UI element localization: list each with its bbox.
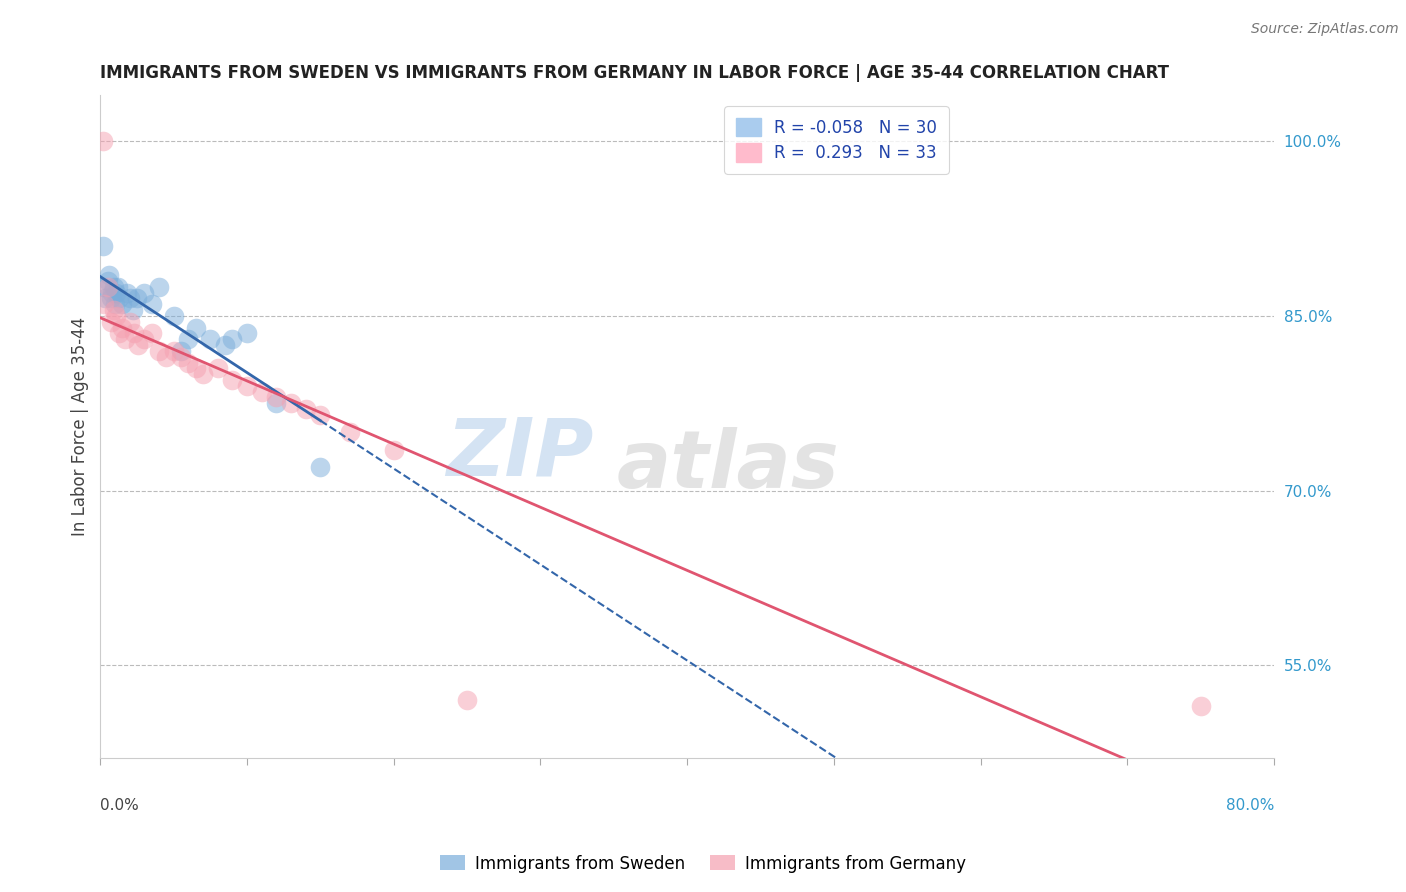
Point <box>115 285 138 300</box>
Point <box>125 292 148 306</box>
Point <box>105 285 128 300</box>
Point <box>177 332 200 346</box>
Point <box>148 343 170 358</box>
Point <box>221 332 243 346</box>
Point <box>207 361 229 376</box>
Y-axis label: In Labor Force | Age 35-44: In Labor Force | Age 35-44 <box>72 317 89 536</box>
Point <box>155 350 177 364</box>
Point <box>184 320 207 334</box>
Point <box>111 320 134 334</box>
Point <box>148 280 170 294</box>
Point <box>163 309 186 323</box>
Point <box>107 280 129 294</box>
Point <box>100 315 122 329</box>
Point <box>294 402 316 417</box>
Text: atlas: atlas <box>617 427 839 506</box>
Legend: Immigrants from Sweden, Immigrants from Germany: Immigrants from Sweden, Immigrants from … <box>433 848 973 880</box>
Point <box>134 332 156 346</box>
Legend: R = -0.058   N = 30, R =  0.293   N = 33: R = -0.058 N = 30, R = 0.293 N = 33 <box>724 106 949 174</box>
Point <box>1189 698 1212 713</box>
Point <box>309 460 332 475</box>
Point <box>200 332 222 346</box>
Point <box>309 408 332 422</box>
Point <box>101 285 124 300</box>
Point <box>104 297 127 311</box>
Point <box>163 343 186 358</box>
Text: ZIP: ZIP <box>446 414 593 492</box>
Point <box>97 280 120 294</box>
Point <box>118 292 141 306</box>
Point <box>236 326 259 341</box>
Point <box>118 315 141 329</box>
Point <box>141 297 163 311</box>
Point <box>250 384 273 399</box>
Point <box>103 303 125 318</box>
Point <box>339 425 361 440</box>
Point <box>191 367 214 381</box>
Point <box>91 239 114 253</box>
Point <box>221 373 243 387</box>
Point <box>177 355 200 369</box>
Point <box>91 280 114 294</box>
Point <box>122 326 145 341</box>
Point <box>105 309 128 323</box>
Point <box>266 391 288 405</box>
Point <box>214 338 236 352</box>
Point <box>100 292 122 306</box>
Point <box>94 292 117 306</box>
Point <box>141 326 163 341</box>
Point <box>128 338 150 352</box>
Point <box>91 134 114 148</box>
Point <box>103 280 125 294</box>
Text: IMMIGRANTS FROM SWEDEN VS IMMIGRANTS FROM GERMANY IN LABOR FORCE | AGE 35-44 COR: IMMIGRANTS FROM SWEDEN VS IMMIGRANTS FRO… <box>100 64 1170 82</box>
Point <box>121 303 143 318</box>
Point <box>184 361 207 376</box>
Point <box>114 332 136 346</box>
Point <box>280 396 302 410</box>
Point <box>170 350 193 364</box>
Point <box>108 292 131 306</box>
Point <box>108 326 131 341</box>
Point <box>134 285 156 300</box>
Point <box>236 378 259 392</box>
Point <box>266 396 288 410</box>
Point <box>97 274 120 288</box>
Point <box>93 297 115 311</box>
Point <box>98 268 121 283</box>
Point <box>170 343 193 358</box>
Text: Source: ZipAtlas.com: Source: ZipAtlas.com <box>1251 22 1399 37</box>
Point <box>111 297 134 311</box>
Point <box>456 693 478 707</box>
Text: 0.0%: 0.0% <box>100 798 139 814</box>
Text: 80.0%: 80.0% <box>1226 798 1274 814</box>
Point <box>382 442 405 457</box>
